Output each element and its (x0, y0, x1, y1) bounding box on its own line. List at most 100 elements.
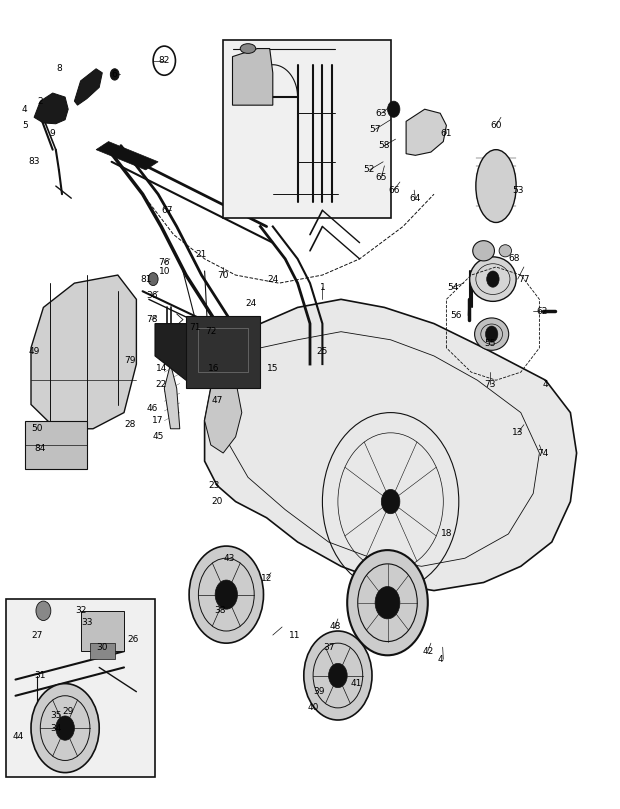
Text: 23: 23 (208, 481, 219, 490)
Text: 79: 79 (125, 355, 136, 365)
Text: 46: 46 (146, 404, 157, 413)
Polygon shape (205, 299, 577, 591)
Circle shape (110, 69, 119, 80)
Polygon shape (164, 364, 180, 429)
Ellipse shape (499, 245, 511, 257)
Circle shape (36, 601, 51, 621)
Text: 45: 45 (153, 432, 164, 442)
Text: 64: 64 (410, 193, 421, 203)
Text: 39: 39 (314, 687, 325, 697)
Text: 4: 4 (22, 104, 28, 114)
Circle shape (388, 101, 400, 117)
Bar (198, 328, 248, 372)
Circle shape (215, 580, 237, 609)
Text: 54: 54 (447, 282, 458, 292)
Text: 58: 58 (379, 141, 390, 150)
Ellipse shape (475, 318, 508, 350)
Text: 28: 28 (125, 420, 136, 430)
Text: 4: 4 (542, 379, 549, 389)
Text: 53: 53 (512, 185, 523, 195)
Text: 10: 10 (159, 266, 170, 276)
Text: 61: 61 (441, 129, 452, 138)
Text: 76: 76 (159, 258, 170, 268)
Text: 57: 57 (370, 125, 381, 134)
Text: 78: 78 (146, 315, 157, 324)
Text: 22: 22 (156, 379, 167, 389)
Ellipse shape (487, 271, 499, 287)
Text: 24: 24 (246, 299, 257, 308)
Text: 9: 9 (50, 129, 56, 138)
Circle shape (485, 326, 498, 342)
Text: 65: 65 (376, 173, 387, 183)
Text: 74: 74 (537, 448, 548, 458)
Polygon shape (31, 275, 136, 429)
Text: 26: 26 (128, 634, 139, 644)
Text: 52: 52 (363, 165, 374, 175)
Text: 66: 66 (388, 185, 399, 195)
Text: 5: 5 (22, 121, 28, 130)
Text: 49: 49 (29, 347, 40, 357)
Text: 42: 42 (422, 646, 433, 656)
Text: 2: 2 (37, 96, 43, 106)
Text: 25: 25 (317, 347, 328, 357)
Text: 16: 16 (208, 363, 219, 373)
Text: 38: 38 (215, 606, 226, 616)
Text: 47: 47 (211, 396, 223, 405)
Bar (81, 611, 124, 651)
Bar (90, 643, 115, 659)
Text: 27: 27 (32, 630, 43, 640)
Polygon shape (232, 49, 273, 105)
Ellipse shape (476, 150, 516, 222)
Polygon shape (155, 324, 217, 380)
Polygon shape (406, 109, 446, 155)
Polygon shape (205, 380, 242, 453)
Text: 15: 15 (267, 363, 278, 373)
Text: 50: 50 (32, 424, 43, 434)
Text: 4: 4 (437, 654, 443, 664)
Text: 41: 41 (351, 679, 362, 688)
Text: 17: 17 (153, 416, 164, 426)
Text: 60: 60 (490, 121, 502, 130)
Text: 62: 62 (537, 307, 548, 316)
Text: 73: 73 (484, 379, 495, 389)
Text: 35: 35 (50, 711, 61, 721)
Text: 56: 56 (450, 311, 461, 320)
Text: 24: 24 (267, 274, 278, 284)
Text: 84: 84 (35, 444, 46, 454)
FancyBboxPatch shape (6, 599, 155, 777)
Text: 40: 40 (308, 703, 319, 713)
Text: 18: 18 (441, 529, 452, 539)
Text: 8: 8 (56, 64, 62, 74)
Circle shape (148, 273, 158, 286)
Text: 6: 6 (112, 70, 118, 79)
Text: 43: 43 (224, 553, 235, 563)
Text: 68: 68 (509, 254, 520, 264)
Circle shape (375, 587, 400, 619)
Ellipse shape (472, 241, 495, 261)
Circle shape (31, 684, 99, 773)
Text: 44: 44 (13, 731, 24, 741)
Text: 31: 31 (35, 671, 46, 680)
Text: 13: 13 (512, 428, 523, 438)
Text: 48: 48 (329, 622, 340, 632)
Text: 83: 83 (29, 157, 40, 167)
Text: 20: 20 (211, 497, 223, 506)
Text: 29: 29 (63, 707, 74, 717)
Text: 30: 30 (97, 642, 108, 652)
Text: 32: 32 (75, 606, 86, 616)
Text: 36: 36 (146, 290, 157, 300)
Polygon shape (96, 142, 158, 170)
Text: 72: 72 (205, 327, 216, 337)
Text: 81: 81 (140, 274, 151, 284)
Text: 11: 11 (289, 630, 300, 640)
Circle shape (329, 663, 347, 688)
Text: 33: 33 (81, 618, 92, 628)
Text: 70: 70 (218, 270, 229, 280)
Polygon shape (74, 69, 102, 105)
Text: 37: 37 (323, 642, 334, 652)
Circle shape (347, 550, 428, 655)
Text: 1: 1 (319, 282, 326, 292)
Circle shape (381, 489, 400, 514)
FancyBboxPatch shape (223, 40, 391, 218)
Ellipse shape (241, 44, 255, 53)
